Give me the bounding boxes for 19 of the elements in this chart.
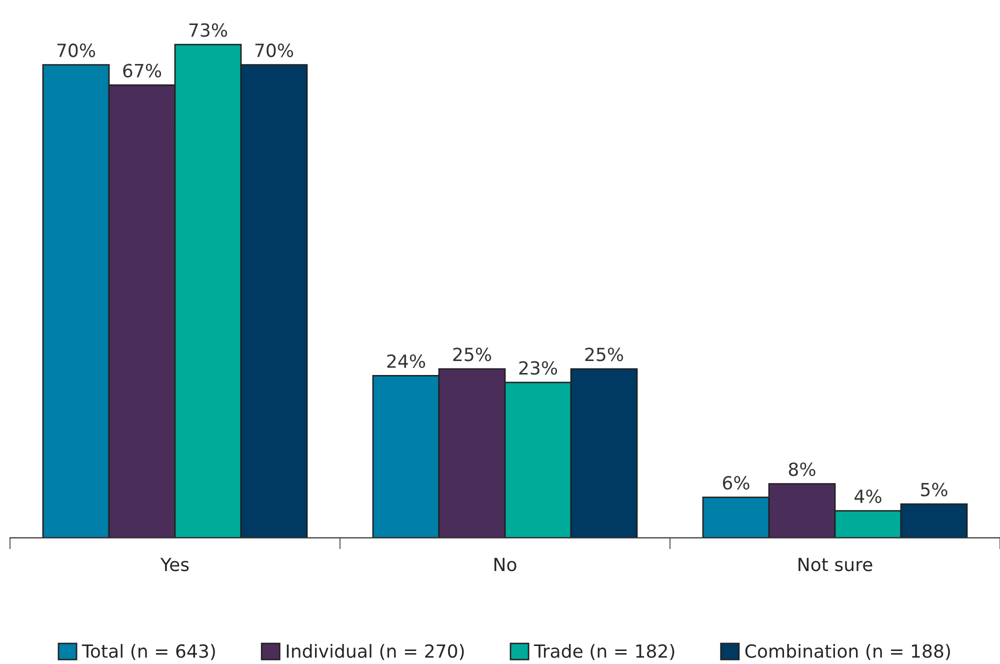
data-label: 4%	[854, 489, 882, 504]
legend-label: Total (n = 643)	[82, 644, 215, 660]
legend-label: Combination (n = 188)	[745, 644, 950, 660]
legend-label: Trade (n = 182)	[534, 644, 674, 660]
data-label: 5%	[921, 482, 948, 496]
data-label: 23%	[519, 361, 558, 375]
data-label: 70%	[255, 44, 294, 58]
legend-label: Individual (n = 270)	[286, 644, 464, 660]
data-label: 24%	[387, 354, 426, 368]
x-tick-label: Yes	[160, 558, 189, 572]
data-label: 8%	[788, 462, 816, 476]
data-label: 25%	[585, 348, 624, 362]
data-label: 6%	[722, 476, 750, 490]
x-tick-label: No	[494, 558, 516, 572]
data-label: 67%	[123, 64, 162, 78]
data-label: 70%	[57, 44, 96, 58]
x-tick-label: Not sure	[798, 558, 872, 572]
data-label: 73%	[189, 23, 228, 37]
data-label: 25%	[453, 348, 492, 362]
